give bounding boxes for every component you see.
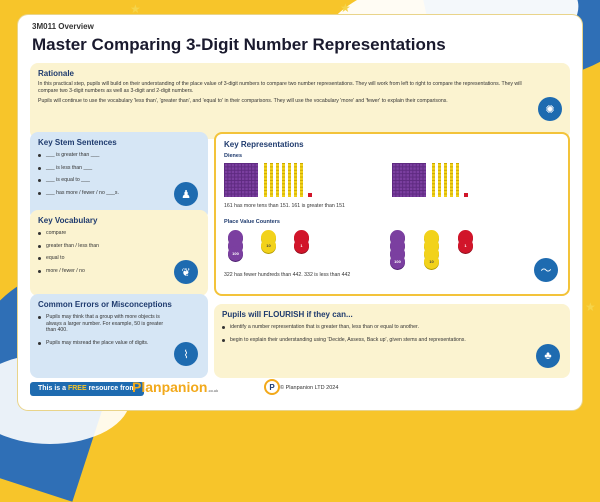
planpanion-logo[interactable]: Planpanion.co.uk	[132, 379, 219, 395]
leaf-icon: ❦	[174, 260, 198, 284]
ten-rod	[288, 163, 292, 197]
vocab-list: compare greater than / less than equal t…	[38, 230, 178, 280]
one-cube	[464, 193, 468, 197]
ten-rod	[438, 163, 442, 197]
flourish-list: identify a number representation that is…	[222, 324, 522, 349]
vocab-heading: Key Vocabulary	[38, 216, 98, 225]
rationale-heading: Rationale	[38, 69, 75, 78]
list-item: more / fewer / no	[38, 268, 178, 275]
footer: This is a FREE resource from Planpanion.…	[30, 379, 570, 402]
copyright-text: © Planpanion LTD 2024	[280, 385, 339, 391]
hundred-counter: 100	[228, 246, 243, 261]
counters-caption: 322 has fewer hundreds than 442. 332 is …	[224, 272, 351, 278]
ten-counter: 10	[261, 238, 276, 253]
tree-icon: ♣	[536, 344, 560, 368]
flourish-heading: Pupils will FLOURISH if they can...	[222, 310, 353, 319]
dienes-label: Dienes	[224, 153, 243, 159]
misconceptions-section: Common Errors or Misconceptions Pupils m…	[30, 294, 208, 378]
ten-rod	[294, 163, 298, 197]
vocabulary-section: Key Vocabulary compare greater than / le…	[30, 210, 208, 296]
list-item: ___ has more / fewer / no ___s.	[38, 190, 178, 197]
free-resource-banner: This is a FREE resource from	[30, 382, 144, 396]
worksheet-card: 3M011 Overview Master Comparing 3-Digit …	[18, 15, 582, 410]
star-icon: ★	[340, 1, 351, 15]
rationale-paragraph-1: In this practical step, pupils will buil…	[38, 81, 522, 94]
speaker-icon: ♟	[174, 182, 198, 206]
ten-rod	[444, 163, 448, 197]
key-representations-section: Key Representations Dienes 161 has more …	[214, 132, 570, 296]
list-item: Pupils may misread the place value of di…	[38, 340, 170, 347]
dienes-caption: 161 has more tens than 151. 161 is great…	[224, 203, 345, 209]
list-item: equal to	[38, 255, 178, 262]
counters-label: Place Value Counters	[224, 219, 280, 225]
star-icon: ★	[130, 2, 141, 16]
stem-heading: Key Stem Sentences	[38, 138, 117, 147]
star-icon: ★	[585, 300, 596, 314]
rationale-paragraph-2: Pupils will continue to use the vocabula…	[38, 98, 448, 104]
list-item: identify a number representation that is…	[222, 324, 522, 331]
rationale-section: Rationale In this practical step, pupils…	[30, 63, 570, 139]
planpanion-badge-icon: P	[264, 379, 280, 395]
one-cube	[308, 193, 312, 197]
ten-counter: 10	[424, 254, 439, 269]
errors-list: Pupils may think that a group with more …	[38, 314, 170, 352]
page-title: Master Comparing 3-Digit Number Represen…	[32, 35, 446, 54]
flourish-section: Pupils will FLOURISH if they can... iden…	[214, 304, 570, 378]
one-counter: 1	[294, 238, 309, 253]
ten-rod	[282, 163, 286, 197]
list-item: ___ is less than ___	[38, 165, 178, 172]
ten-rod	[450, 163, 454, 197]
hundred-block	[224, 163, 258, 197]
errors-heading: Common Errors or Misconceptions	[38, 300, 172, 309]
keyrep-heading: Key Representations	[224, 140, 304, 149]
list-item: compare	[38, 230, 178, 237]
branch-icon: ⌇	[174, 342, 198, 366]
hundred-block	[392, 163, 426, 197]
ten-rod	[264, 163, 268, 197]
ten-rod	[300, 163, 304, 197]
ten-rod	[270, 163, 274, 197]
ten-rod	[432, 163, 436, 197]
stem-sentences-section: Key Stem Sentences ___ is greater than _…	[30, 132, 208, 220]
list-item: ___ is equal to ___	[38, 177, 178, 184]
one-counter: 1	[458, 238, 473, 253]
brain-icon: ✺	[538, 97, 562, 121]
ten-rod	[276, 163, 280, 197]
list-item: ___ is greater than ___	[38, 152, 178, 159]
hundred-counter: 100	[390, 254, 405, 269]
lizard-icon: 〜	[534, 258, 558, 282]
list-item: begin to explain their understanding usi…	[222, 337, 522, 344]
list-item: greater than / less than	[38, 243, 178, 250]
ten-rod	[456, 163, 460, 197]
list-item: Pupils may think that a group with more …	[38, 314, 170, 334]
stem-list: ___ is greater than ___ ___ is less than…	[38, 152, 178, 202]
lesson-code: 3M011 Overview	[32, 22, 94, 31]
